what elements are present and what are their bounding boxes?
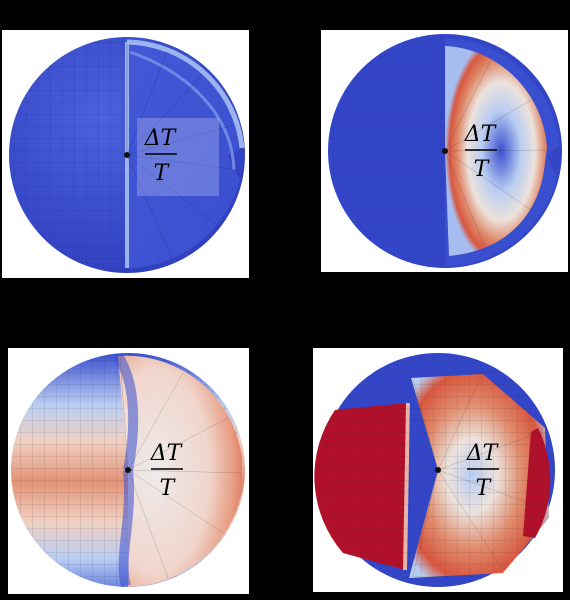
caption-right-eq2: = 2 <box>510 314 561 342</box>
ratio-numerator: ΔT <box>144 126 178 151</box>
ratio-denominator: T <box>476 476 493 501</box>
sphere-cutaway-graphic: ΔT T <box>314 353 555 587</box>
caption-left-eq2: = 2 <box>201 314 253 342</box>
ratio-denominator: T <box>160 476 177 501</box>
n-symbol: n <box>110 314 127 342</box>
ratio-numerator: ΔT <box>464 122 498 147</box>
sphere-cutaway-graphic: ΔT T <box>11 353 245 588</box>
ratio-numerator: ΔT <box>150 441 184 466</box>
sphere-panel-bottom-left: ΔT T <box>8 348 249 594</box>
l-symbol: ℓ <box>191 314 202 342</box>
caption-left-eq1: = 0, <box>126 314 192 342</box>
mode-symbol: p <box>313 314 329 342</box>
sphere-cutaway-graphic: ΔT T <box>328 34 562 268</box>
caption-right-eq1: = 2, <box>434 314 501 342</box>
sphere-panel-top-right: ΔT T <box>321 30 568 272</box>
ratio-denominator: T <box>154 161 171 186</box>
sphere-cutaway-graphic: ΔT T <box>9 37 245 273</box>
sphere-panel-bottom-right: ΔT T <box>313 348 563 592</box>
caption-right-text: -mode: <box>328 314 419 342</box>
sphere-panel-top-left: ΔT T <box>2 30 249 278</box>
ratio-denominator: T <box>474 157 491 182</box>
caption-left: -mode: n = 0, ℓ = 2 <box>20 314 253 342</box>
n-symbol: n <box>418 314 435 342</box>
l-symbol: ℓ <box>500 314 511 342</box>
ratio-numerator: ΔT <box>466 441 500 466</box>
caption-left-prefix: -mode: <box>20 314 111 342</box>
ratio-label-box <box>137 118 219 196</box>
caption-right: p-mode: n = 2, ℓ = 2 <box>313 314 561 342</box>
